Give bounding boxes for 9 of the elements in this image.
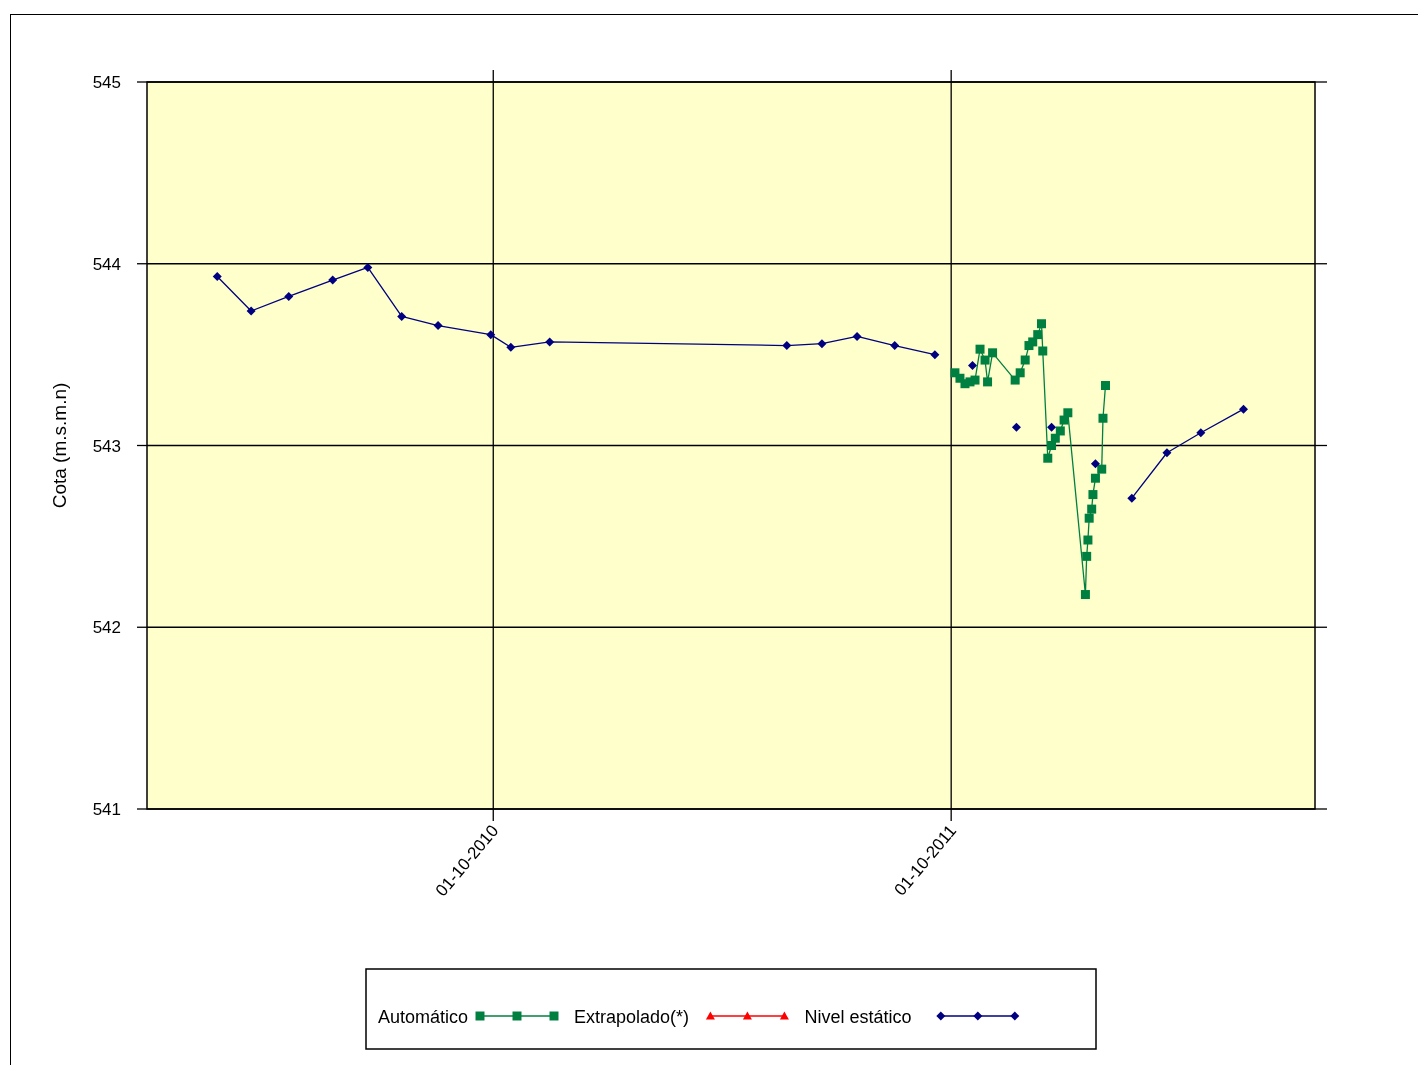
y-tick-label: 543	[92, 436, 121, 456]
y-tick-label: 542	[92, 618, 121, 638]
legend-label: Automático	[378, 1007, 469, 1027]
y-tick-label: 544	[92, 254, 121, 274]
y-tick-label: 545	[92, 73, 121, 92]
y-tick-label: 541	[92, 800, 121, 819]
legend-label: Nivel estático	[804, 1007, 912, 1027]
y-axis-title: Cota (m.s.m.n)	[49, 382, 70, 509]
legend-label: Extrapolado(*)	[574, 1007, 690, 1027]
